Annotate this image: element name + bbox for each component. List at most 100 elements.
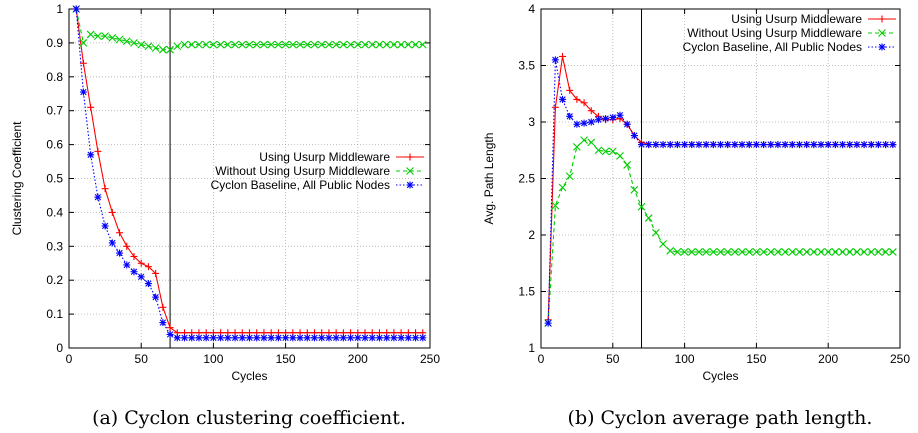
data-point xyxy=(361,334,369,342)
data-point xyxy=(853,248,861,256)
data-point xyxy=(566,86,574,94)
data-point xyxy=(166,324,174,332)
data-point xyxy=(115,35,124,44)
data-point xyxy=(544,319,552,327)
data-point xyxy=(332,40,341,49)
data-point xyxy=(173,42,182,51)
data-point xyxy=(79,39,88,47)
data-point xyxy=(551,56,559,64)
data-point xyxy=(587,107,595,115)
data-point xyxy=(853,141,861,149)
x-tick-label: 200 xyxy=(348,352,368,366)
y-tick-label: 1.5 xyxy=(518,285,535,299)
data-point xyxy=(166,45,174,54)
legend-entry-label: Using Usurp Middleware xyxy=(259,150,390,164)
data-point xyxy=(839,141,847,149)
x-tick-label: 150 xyxy=(746,352,766,366)
data-point xyxy=(709,248,718,256)
figure-caption: (b) Cyclon average path length. xyxy=(568,407,873,429)
data-point xyxy=(87,151,95,159)
data-point xyxy=(673,141,681,149)
data-point xyxy=(551,103,559,111)
legend-entry-label: Cyclon Baseline, All Public Nodes xyxy=(211,178,390,192)
data-point xyxy=(702,141,710,149)
data-point xyxy=(101,185,109,193)
data-point xyxy=(238,334,246,342)
data-point xyxy=(680,248,689,256)
data-point xyxy=(602,115,610,123)
data-point xyxy=(651,228,660,237)
data-point xyxy=(673,248,682,256)
x-tick-label: 100 xyxy=(203,352,223,366)
data-point xyxy=(209,40,218,49)
x-axis-label: Cycles xyxy=(231,369,267,383)
y-tick-label: 1 xyxy=(528,341,535,355)
data-point xyxy=(774,141,782,149)
data-point xyxy=(375,334,383,342)
ticks xyxy=(540,8,901,349)
x-tick-label: 0 xyxy=(538,352,545,366)
data-point xyxy=(108,208,116,216)
data-point xyxy=(645,141,653,149)
data-point xyxy=(375,40,384,49)
data-point xyxy=(144,42,153,51)
data-point xyxy=(566,112,574,120)
data-point xyxy=(616,152,624,160)
data-point xyxy=(860,141,868,149)
data-point xyxy=(231,40,239,49)
x-tick-label: 50 xyxy=(135,352,149,366)
data-point xyxy=(181,334,189,342)
data-point xyxy=(130,268,138,276)
data-point xyxy=(289,334,297,342)
data-point xyxy=(152,269,160,277)
data-point xyxy=(608,147,617,156)
data-point xyxy=(137,273,145,281)
data-point xyxy=(310,40,319,49)
data-point xyxy=(353,40,362,49)
data-point xyxy=(774,248,782,256)
data-point xyxy=(824,248,833,256)
series-2 xyxy=(544,136,897,328)
data-point xyxy=(101,222,109,230)
data-point xyxy=(361,40,369,49)
x-tick-label: 50 xyxy=(606,352,620,366)
series-line xyxy=(547,139,893,324)
data-point xyxy=(231,334,239,342)
data-point xyxy=(666,246,675,255)
data-point xyxy=(860,248,868,256)
data-point xyxy=(122,37,131,46)
data-point xyxy=(616,111,624,119)
legend-entry-label: Cyclon Baseline, All Public Nodes xyxy=(683,40,862,54)
data-point xyxy=(404,40,413,49)
data-point xyxy=(695,141,703,149)
series-2 xyxy=(72,5,427,54)
data-point xyxy=(580,99,588,107)
data-point xyxy=(137,40,146,49)
data-point xyxy=(766,248,775,256)
data-point xyxy=(601,147,610,156)
y-tick-label: 0 xyxy=(56,341,63,355)
data-point xyxy=(874,248,883,256)
data-point xyxy=(637,202,646,211)
data-point xyxy=(187,40,196,49)
data-point xyxy=(659,240,667,248)
data-point xyxy=(267,40,276,49)
data-point xyxy=(752,141,760,149)
data-point xyxy=(390,334,398,342)
data-point xyxy=(79,59,87,67)
data-point xyxy=(781,248,790,256)
data-point xyxy=(716,248,725,256)
data-point xyxy=(368,40,377,49)
data-point xyxy=(310,334,318,342)
y-tick-label: 3.5 xyxy=(518,59,535,73)
data-point xyxy=(724,141,732,149)
y-axis-label: Avg. Path Length xyxy=(482,133,496,225)
data-point xyxy=(867,248,876,256)
data-point xyxy=(159,303,167,311)
data-point xyxy=(252,40,261,49)
y-tick-label: 4 xyxy=(528,2,535,16)
data-point xyxy=(824,141,832,149)
data-point xyxy=(730,248,739,256)
legend-entry-label: Without Using Usurp Middleware xyxy=(687,26,862,40)
legend-marker xyxy=(878,43,886,51)
